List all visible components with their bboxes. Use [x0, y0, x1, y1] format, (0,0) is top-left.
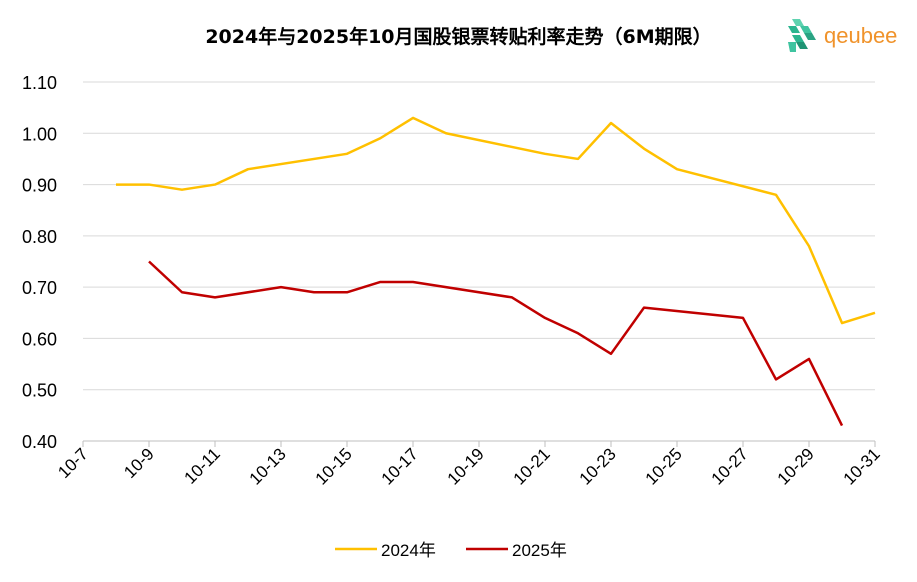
x-tick-label: 10-19	[444, 444, 488, 488]
x-tick-label: 10-31	[840, 444, 884, 488]
legend-label: 2024年	[381, 541, 436, 560]
x-tick-label: 10-13	[246, 444, 290, 488]
y-tick-label: 1.10	[22, 73, 57, 93]
cube-logo-icon	[788, 19, 816, 52]
y-tick-label: 0.60	[22, 329, 57, 349]
x-tick-label: 10-25	[642, 444, 686, 488]
logo: qeubee	[786, 17, 897, 55]
x-tick-label: 10-9	[120, 444, 157, 481]
logo-text: qeubee	[824, 23, 898, 48]
y-tick-label: 1.00	[22, 124, 57, 144]
series-line-2024年	[116, 116, 876, 325]
y-tick-label: 0.90	[22, 176, 57, 196]
y-tick-label: 0.70	[22, 278, 57, 298]
x-tick-label: 10-29	[774, 444, 818, 488]
x-tick-label: 10-11	[181, 444, 224, 487]
chart-title: 2024年与2025年10月国股银票转贴利率走势（6M期限）	[205, 26, 712, 48]
y-tick-label: 0.80	[22, 227, 57, 247]
x-tick-label: 10-27	[708, 444, 752, 488]
series-line-2025年	[148, 260, 844, 427]
x-tick-label: 10-17	[378, 444, 422, 488]
x-tick-label: 10-7	[54, 444, 91, 481]
y-tick-label: 0.40	[22, 432, 57, 452]
legend-label: 2025年	[512, 541, 567, 560]
y-tick-label: 0.50	[22, 381, 57, 401]
x-tick-label: 10-15	[312, 444, 356, 488]
x-tick-label: 10-21	[510, 444, 554, 488]
x-tick-label: 10-23	[576, 444, 620, 488]
